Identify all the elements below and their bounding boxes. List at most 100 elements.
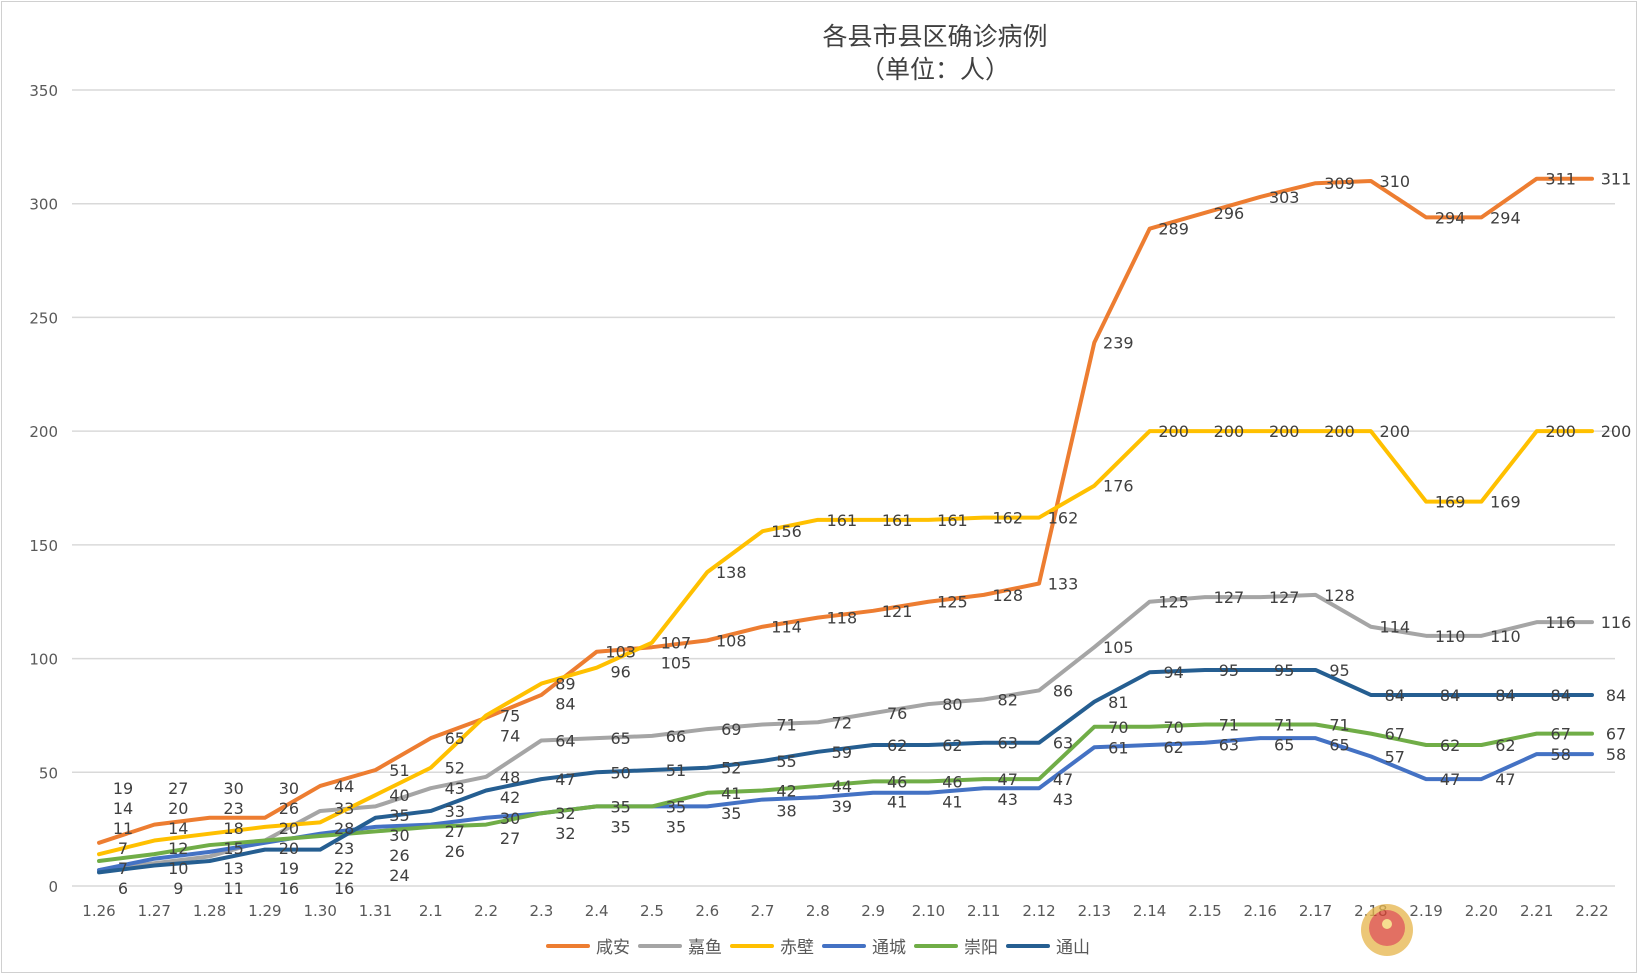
data-label: 105	[661, 654, 692, 673]
x-tick-label: 2.2	[474, 902, 498, 920]
data-label: 43	[445, 779, 465, 798]
data-label: 7	[118, 839, 128, 858]
data-label: 70	[1108, 718, 1128, 737]
data-label: 42	[500, 788, 520, 807]
series-lines	[97, 176, 1594, 875]
data-label: 116	[1601, 613, 1632, 632]
series-line-赤壁	[97, 429, 1594, 857]
data-label: 44	[832, 777, 852, 796]
data-label: 82	[998, 691, 1018, 710]
data-label: 67	[1551, 725, 1571, 744]
data-label: 65	[610, 729, 630, 748]
data-label: 46	[887, 772, 907, 791]
data-label: 289	[1158, 220, 1189, 239]
data-label: 63	[1219, 736, 1239, 755]
data-label: 74	[500, 726, 520, 745]
data-label: 161	[827, 511, 858, 530]
legend: 咸安 嘉鱼 赤壁 通城 崇阳 通山	[546, 938, 1090, 958]
data-label: 58	[1551, 745, 1571, 764]
data-label: 14	[168, 819, 188, 838]
data-label: 63	[1053, 734, 1073, 753]
data-label: 35	[666, 817, 686, 836]
data-label: 7	[118, 859, 128, 878]
data-label: 27	[168, 779, 188, 798]
data-label: 103	[605, 643, 636, 662]
data-label: 127	[1269, 588, 1300, 607]
data-label: 43	[1053, 790, 1073, 809]
data-label: 30	[389, 826, 409, 845]
data-label: 47	[1053, 770, 1073, 789]
legend-item-赤壁: 赤壁	[730, 938, 814, 958]
data-label: 55	[776, 752, 796, 771]
data-label: 84	[1495, 686, 1515, 705]
data-label: 309	[1324, 174, 1355, 193]
data-label: 95	[1219, 661, 1239, 680]
data-label: 96	[610, 663, 630, 682]
data-label: 105	[1103, 638, 1134, 657]
data-label: 84	[1606, 686, 1626, 705]
x-tick-label: 1.29	[248, 902, 281, 920]
data-label: 35	[666, 797, 686, 816]
data-label: 26	[445, 842, 465, 861]
y-tick-label: 100	[29, 651, 58, 669]
data-label: 33	[445, 802, 465, 821]
x-tick-label: 2.11	[967, 902, 1000, 920]
data-label: 71	[776, 716, 796, 735]
data-label: 51	[389, 761, 409, 780]
data-label: 162	[992, 509, 1023, 528]
data-label: 26	[279, 799, 299, 818]
data-label: 27	[445, 822, 465, 841]
data-label: 24	[389, 866, 409, 885]
x-tick-label: 2.8	[806, 902, 830, 920]
data-label: 11	[223, 879, 243, 898]
data-label: 116	[1545, 613, 1576, 632]
data-label: 62	[942, 736, 962, 755]
data-label: 44	[334, 777, 354, 796]
data-label: 9	[173, 879, 183, 898]
data-label: 200	[1545, 422, 1576, 441]
data-label: 18	[223, 819, 243, 838]
data-label: 20	[168, 799, 188, 818]
data-label: 95	[1274, 661, 1294, 680]
x-tick-label: 1.31	[359, 902, 392, 920]
data-label: 156	[771, 522, 802, 541]
data-label: 50	[610, 763, 630, 782]
data-label: 40	[389, 786, 409, 805]
data-label: 200	[1158, 422, 1189, 441]
data-label: 65	[445, 729, 465, 748]
data-label: 162	[1048, 509, 1079, 528]
x-tick-label: 2.20	[1465, 902, 1498, 920]
x-tick-label: 1.30	[303, 902, 336, 920]
data-label: 81	[1108, 693, 1128, 712]
data-label: 303	[1269, 188, 1300, 207]
data-label: 57	[1385, 747, 1405, 766]
series-line-咸安	[97, 176, 1594, 845]
data-label: 114	[1380, 618, 1411, 637]
data-label: 75	[500, 706, 520, 725]
data-label: 23	[334, 839, 354, 858]
data-label: 71	[1274, 716, 1294, 735]
data-label: 35	[721, 804, 741, 823]
data-label: 28	[334, 819, 354, 838]
emblem-watermark	[1361, 904, 1413, 956]
x-tick-label: 1.26	[82, 902, 115, 920]
data-label: 38	[776, 801, 796, 820]
data-label: 107	[661, 634, 692, 653]
data-label: 65	[1329, 736, 1349, 755]
legend-item-崇阳: 崇阳	[914, 938, 998, 958]
x-tick-label: 2.9	[861, 902, 885, 920]
data-label: 51	[666, 761, 686, 780]
x-axis-ticks: 1.26 1.27 1.28 1.29 1.30 1.31 2.1 2.2 2.3 2.4 2.5 2…	[82, 902, 1608, 920]
data-label: 311	[1601, 170, 1632, 189]
data-label: 12	[168, 839, 188, 858]
data-label: 118	[827, 609, 858, 628]
x-tick-label: 2.3	[529, 902, 553, 920]
legend-label: 嘉鱼	[688, 938, 722, 958]
data-label: 63	[998, 734, 1018, 753]
data-label: 23	[223, 799, 243, 818]
data-label: 16	[279, 879, 299, 898]
data-label: 39	[832, 797, 852, 816]
data-label: 65	[1274, 736, 1294, 755]
data-label: 30	[500, 809, 520, 828]
legend-label: 通山	[1056, 938, 1090, 958]
